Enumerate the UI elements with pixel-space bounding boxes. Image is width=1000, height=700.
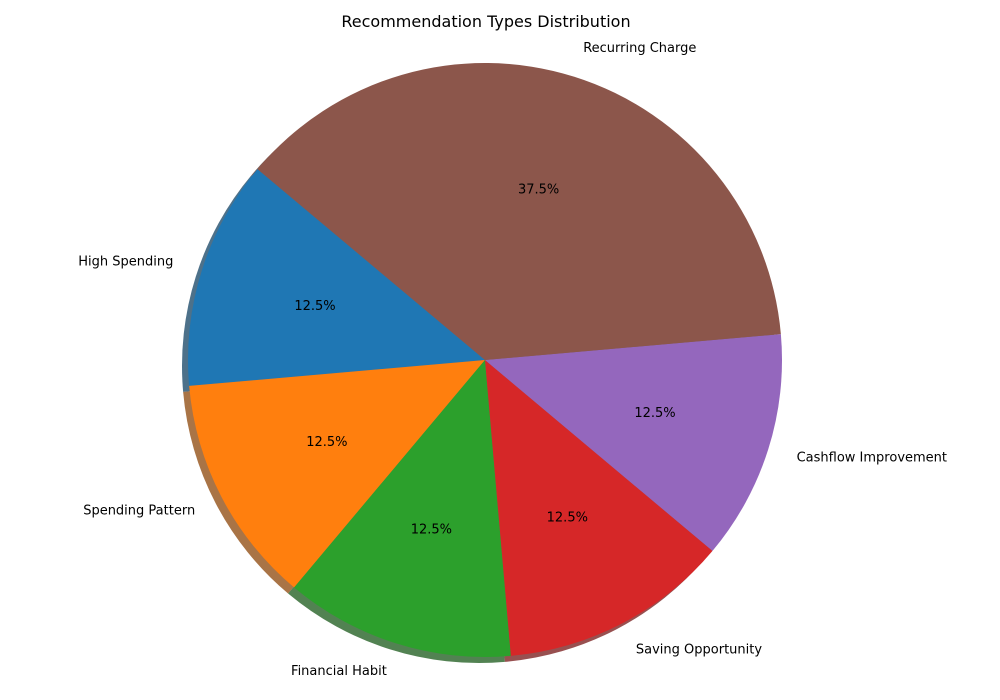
slice-percent-label: 12.5%	[411, 523, 452, 538]
slice-percent-label: 12.5%	[306, 435, 347, 450]
slice-label: Recurring Charge	[583, 41, 696, 56]
pie-labels: High Spending 12.5% Spending Pattern 12.5% F…	[78, 41, 947, 679]
slice-label: Spending Pattern	[83, 503, 195, 518]
chart-title: Recommendation Types Distribution	[341, 12, 630, 31]
slice-label: Cashflow Improvement	[797, 451, 947, 466]
slice-percent-label: 12.5%	[547, 511, 588, 526]
pie-slice-recurring-charge	[257, 62, 781, 360]
pie-slice-spending-pattern	[189, 360, 485, 588]
pie-slice-saving-opportunity	[485, 360, 713, 656]
slice-percent-label: 12.5%	[634, 406, 675, 421]
slice-label: Financial Habit	[291, 664, 387, 679]
slice-percent-label: 12.5%	[294, 299, 335, 314]
pie-slice-financial-habit	[294, 360, 511, 658]
pie-slice-high-spending	[187, 169, 485, 386]
pie-slices	[187, 62, 783, 658]
slice-label: High Spending	[78, 254, 173, 269]
slice-percent-label: 37.5%	[518, 183, 559, 198]
slice-label: Saving Opportunity	[636, 642, 762, 657]
pie-slice-cashflow-improvement	[485, 334, 783, 551]
